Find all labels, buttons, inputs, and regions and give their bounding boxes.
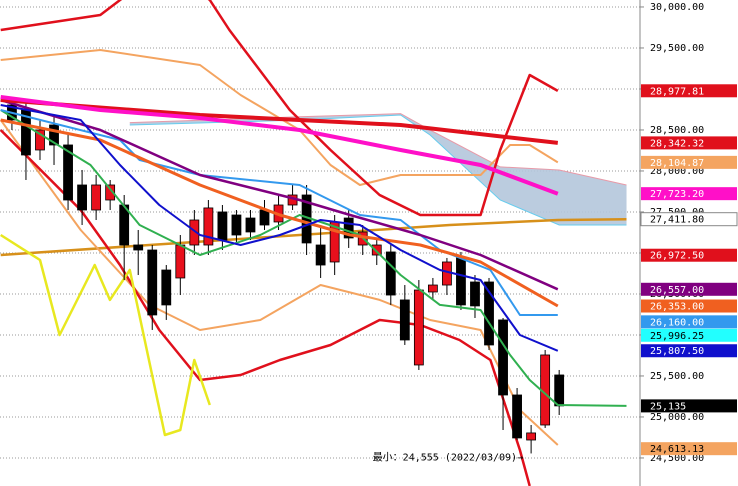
- y-tick-label: 24,500.00: [650, 453, 704, 464]
- y-tick-label: 25,500.00: [650, 371, 704, 382]
- price-tag: [641, 84, 737, 98]
- candle-body: [343, 217, 354, 239]
- candle-body: [315, 244, 326, 266]
- price-tag: [641, 282, 737, 296]
- candle-body: [512, 394, 522, 439]
- indicator-line: [0, 233, 211, 437]
- price-tag: [641, 399, 737, 413]
- candle-body: [105, 184, 116, 201]
- price-tag-label: 24,613.13: [650, 444, 704, 455]
- candle-body: [385, 251, 396, 296]
- indicator-line: [0, 0, 559, 217]
- candle-body: [147, 249, 158, 316]
- price-tag: [641, 315, 737, 329]
- candle-body: [259, 209, 270, 226]
- price-tag-label: 27,411.80: [650, 215, 704, 226]
- price-tag: [641, 136, 737, 150]
- candle-body: [526, 432, 537, 441]
- candle-body: [231, 214, 242, 236]
- price-tag-label: 28,977.81: [650, 86, 704, 97]
- candle-body: [554, 374, 565, 407]
- price-tag: [641, 442, 737, 456]
- candle-body: [189, 219, 200, 246]
- candle-body: [77, 184, 87, 211]
- candle-body: [245, 217, 256, 233]
- y-tick-label: 25,000.00: [650, 412, 704, 423]
- candle-body: [35, 129, 45, 151]
- candle-body: [63, 144, 73, 201]
- candle-body: [399, 299, 410, 341]
- price-tag: [641, 328, 737, 342]
- candle-body: [427, 284, 438, 293]
- price-tag-label: 25,135: [650, 401, 686, 412]
- candle-body: [484, 281, 494, 346]
- y-tick-label: 28,500.00: [650, 125, 704, 136]
- price-tag: [641, 248, 737, 262]
- candle-body: [470, 281, 480, 307]
- candle-body: [413, 289, 424, 366]
- candle-body: [456, 257, 466, 306]
- candle-body: [91, 184, 102, 211]
- candle-body: [498, 319, 508, 396]
- indicator-line: [0, 104, 559, 352]
- annotation: 最小：24,555 (2022/03/09)→: [373, 451, 523, 463]
- candle-body: [175, 244, 186, 279]
- indicator-line: [0, 109, 627, 407]
- price-tag-label: 26,353.00: [650, 302, 704, 313]
- y-tick-label: 30,000.00: [650, 2, 704, 13]
- price-tag-label: 28,104.87: [650, 158, 704, 169]
- candle-body: [217, 211, 228, 241]
- y-axis: 24,500.0025,000.0025,500.0026,000.0026,5…: [640, 2, 704, 464]
- price-tag: [641, 299, 737, 313]
- cloud-area: [129, 113, 627, 226]
- y-tick-label: 29,500.00: [650, 43, 704, 54]
- indicator-line: [0, 118, 559, 308]
- plot-area: 最小：24,555 (2022/03/09)→: [0, 0, 627, 486]
- indicator-line: [0, 129, 531, 486]
- y-tick-label: 28,000.00: [650, 166, 704, 177]
- indicator-line: [0, 95, 559, 196]
- price-tag-label: 26,557.00: [650, 285, 704, 296]
- indicator-line: [0, 119, 559, 446]
- candle-body: [203, 207, 214, 246]
- price-tag-label: 25,996.25: [650, 331, 704, 342]
- price-tag-label: 26,160.00: [650, 317, 704, 328]
- price-tag: [640, 212, 738, 227]
- price-tag-label: 27,723.20: [650, 189, 704, 200]
- indicator-line: [0, 49, 559, 186]
- candle-body: [161, 269, 172, 306]
- candle-body: [133, 244, 144, 251]
- price-tag-label: 26,972.50: [650, 251, 704, 262]
- price-tag: [641, 344, 737, 358]
- price-tags: 28,977.81 28,342.32 28,104.87 27,723.20 27,4…: [640, 84, 738, 456]
- indicator-line: [0, 98, 559, 145]
- price-tag-label: 28,342.32: [650, 138, 704, 149]
- indicator-line: [0, 98, 559, 291]
- price-tag: [641, 187, 737, 201]
- candle-body: [371, 244, 382, 256]
- price-tag-label: 25,807.50: [650, 346, 704, 357]
- candle-body: [49, 124, 59, 146]
- price-tag: [641, 155, 737, 169]
